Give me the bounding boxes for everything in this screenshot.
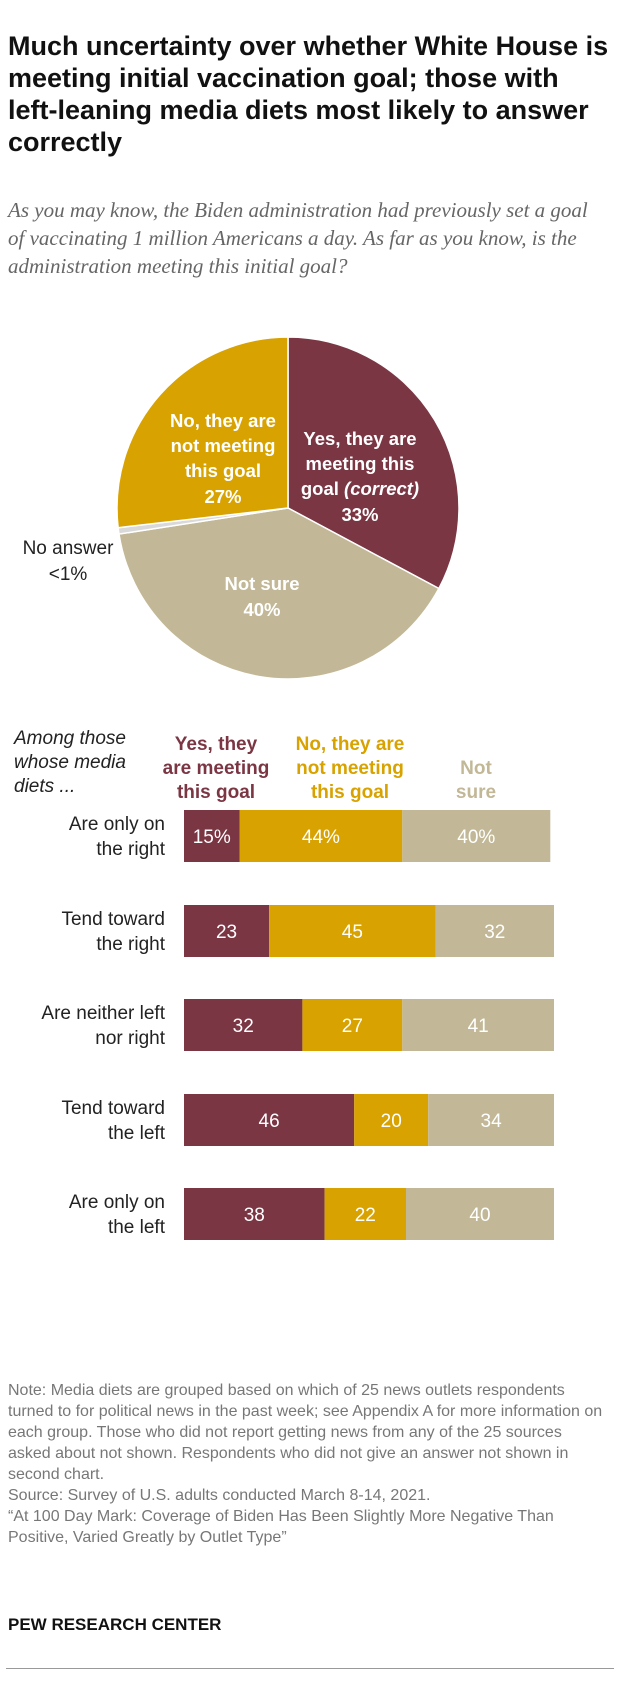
bar-not-sure <box>402 810 551 862</box>
category-label: the right <box>96 839 165 860</box>
pie-slice-yes <box>287 336 460 590</box>
notes-block: Note: Media diets are grouped based on w… <box>8 1380 608 1548</box>
pie-slice-no <box>116 336 289 529</box>
bar-value-no: 45 <box>342 922 363 943</box>
series-header-no: this goal <box>311 782 389 803</box>
bar-value-yes: 15% <box>193 827 231 848</box>
row-header: Among those <box>13 728 126 749</box>
bar-value-yes: 38 <box>244 1205 265 1226</box>
category-label: Tend toward <box>61 1098 165 1119</box>
bar-not-sure <box>406 1188 554 1240</box>
pie-label-no: not meeting <box>171 435 276 456</box>
series-header-no: No, they are <box>296 734 405 755</box>
pie-label-no: No, they are <box>170 410 276 431</box>
bar-value-not-sure: 40 <box>469 1205 490 1226</box>
bar-value-no: 44% <box>302 827 340 848</box>
bar-not-sure <box>428 1094 554 1146</box>
category-label: Are neither left <box>41 1003 165 1024</box>
report-title: “At 100 Day Mark: Coverage of Biden Has … <box>8 1508 554 1546</box>
bar-value-not-sure: 32 <box>484 922 505 943</box>
bar-value-not-sure: 41 <box>468 1016 489 1037</box>
category-label: Are only on <box>69 814 165 835</box>
series-header-yes: are meeting <box>163 758 270 779</box>
bar-value-no: 27 <box>342 1016 363 1037</box>
pie-label-not-sure: Not sure <box>224 573 299 594</box>
bar-no <box>239 810 403 862</box>
bar-not-sure <box>402 999 554 1051</box>
chart-title: Much uncertainty over whether White Hous… <box>8 31 609 157</box>
bar-yes <box>184 999 303 1051</box>
bar-value-no: 20 <box>381 1111 402 1132</box>
bar-value-yes: 23 <box>216 922 237 943</box>
category-label: the right <box>96 934 165 955</box>
series-header-no: not meeting <box>296 758 404 779</box>
bar-value-yes: 32 <box>233 1016 254 1037</box>
bar-value-not-sure: 40% <box>457 827 495 848</box>
pie-value-yes: 33% <box>341 504 378 525</box>
row-header: diets ... <box>14 776 75 797</box>
category-label: Are only on <box>69 1192 165 1213</box>
source-text: Source: Survey of U.S. adults conducted … <box>8 1487 431 1504</box>
bar-no <box>324 1188 406 1240</box>
bar-no <box>302 999 403 1051</box>
category-label: Tend toward <box>61 909 165 930</box>
note-text: Note: Media diets are grouped based on w… <box>8 1382 603 1483</box>
pie-value-no-answer: <1% <box>49 564 88 585</box>
pie-value-no: 27% <box>204 486 241 507</box>
pie-slice-not-sure <box>118 507 440 680</box>
bar-not-sure <box>435 905 554 957</box>
bottom-divider <box>6 1668 614 1669</box>
bar-yes <box>184 905 270 957</box>
bar-no <box>269 905 436 957</box>
bar-no <box>354 1094 429 1146</box>
series-header-not-sure: Not <box>460 758 492 779</box>
pie-label-no-answer: No answer <box>23 538 114 559</box>
footer-brand: PEW RESEARCH CENTER <box>8 1615 222 1634</box>
row-header: whose media <box>14 752 126 773</box>
bar-value-not-sure: 34 <box>481 1111 503 1132</box>
category-label: nor right <box>95 1028 165 1049</box>
bar-value-yes: 46 <box>259 1111 280 1132</box>
bar-value-no: 22 <box>355 1205 376 1226</box>
pie-label-yes: goal (correct) <box>301 478 419 499</box>
pie-label-yes: Yes, they are <box>303 428 416 449</box>
bar-yes <box>184 1188 325 1240</box>
category-label: the left <box>108 1123 166 1144</box>
pie-label-yes: meeting this <box>306 453 415 474</box>
pie-value-not-sure: 40% <box>243 599 280 620</box>
series-header-yes: Yes, they <box>175 734 258 755</box>
question-text: As you may know, the Biden administratio… <box>8 198 588 278</box>
series-header-not-sure: sure <box>456 782 496 803</box>
category-label: the left <box>108 1217 166 1238</box>
pie-label-no: this goal <box>185 460 261 481</box>
bar-yes <box>184 1094 355 1146</box>
series-header-yes: this goal <box>177 782 255 803</box>
bar-yes <box>184 810 240 862</box>
